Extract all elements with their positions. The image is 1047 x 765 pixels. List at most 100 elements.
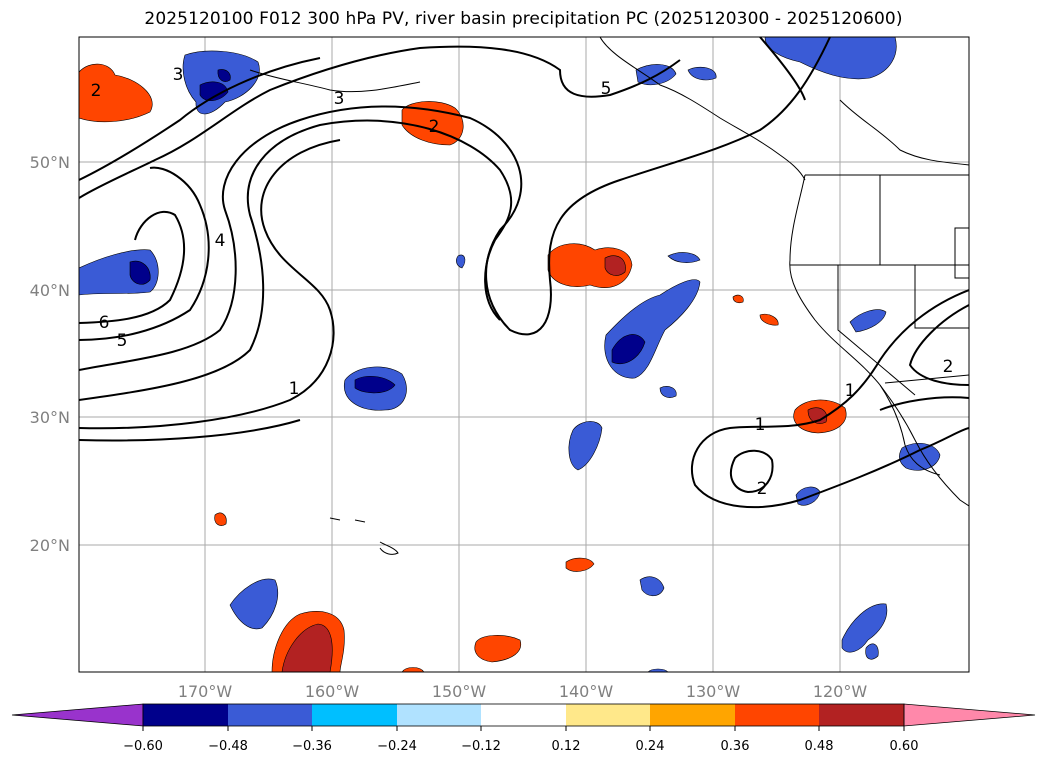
pv-contour-east-lower <box>879 396 969 411</box>
colorbar-segment <box>650 704 735 726</box>
pv-contour-4 <box>79 37 831 371</box>
contour-label: 6 <box>99 313 110 333</box>
precip-positive-core <box>281 623 333 672</box>
colorbar-frame <box>142 703 905 727</box>
precip-negative-core <box>129 260 151 285</box>
pv-contour-2-east <box>908 304 969 386</box>
colorbar-segment <box>143 704 228 726</box>
contour-label: 1 <box>845 381 856 401</box>
precip-positive-region <box>474 635 522 663</box>
pv-contours <box>79 37 969 509</box>
lon-label: 120°W <box>813 682 868 701</box>
pv-contour-1 <box>79 119 513 401</box>
lon-label: 160°W <box>305 682 360 701</box>
colorbar-tick-label: −0.12 <box>461 739 501 754</box>
precip-negative-region <box>659 386 677 398</box>
contour-labels: 2 3 3 5 2 4 6 5 1 1 2 1 2 <box>91 65 954 499</box>
state-border <box>914 265 969 329</box>
contour-label: 5 <box>117 331 128 351</box>
latitude-labels: 50°N 40°N 30°N 20°N <box>30 153 70 555</box>
colorbar-tick-label: 0.36 <box>721 739 750 754</box>
precip-negative-region <box>865 643 879 660</box>
contour-label: 3 <box>173 65 184 85</box>
pv-contour-1b <box>79 139 341 430</box>
precip-negative-region <box>899 442 941 471</box>
colorbar-extend-right <box>903 703 1036 727</box>
colorbar-segment <box>566 704 650 726</box>
lon-label: 170°W <box>178 682 233 701</box>
longitude-labels: 170°W 160°W 150°W 140°W 130°W 120°W <box>178 682 868 701</box>
colorbar-tick-label: 0.60 <box>890 739 919 754</box>
hawaii-islands <box>329 517 399 555</box>
pv-contour-2 <box>79 57 321 181</box>
precip-positive-region <box>214 512 227 526</box>
colorbar-ticks <box>142 726 905 731</box>
precip-negative-core <box>611 334 646 364</box>
colorbar-tick-label: 0.24 <box>636 739 665 754</box>
pv-contour-5 <box>79 166 210 341</box>
precip-positive-region <box>547 243 633 288</box>
lon-label: 140°W <box>559 682 614 701</box>
precip-fills <box>79 37 941 672</box>
state-border <box>954 227 969 279</box>
pv-contour-1-east <box>690 289 969 509</box>
precip-negative-core <box>217 69 231 82</box>
precip-negative-region <box>687 66 717 81</box>
precip-negative-region <box>841 603 888 653</box>
precip-negative-core <box>354 376 396 394</box>
coastlines <box>249 37 969 555</box>
colorbar-segment <box>819 704 904 726</box>
colorbar-tick-label: 0.48 <box>805 739 834 754</box>
precip-positive-region <box>565 557 595 572</box>
lon-label: 150°W <box>432 682 487 701</box>
contour-label: 4 <box>215 231 226 251</box>
precip-negative-core <box>199 81 229 101</box>
colorbar-tick-label: −0.60 <box>123 739 163 754</box>
pv-contour-1c <box>79 419 301 442</box>
lat-label: 40°N <box>30 281 70 300</box>
colorbar-tick-labels: −0.60 −0.48 −0.36 −0.24 −0.12 0.12 0.24 … <box>123 739 918 754</box>
precip-negative-region <box>667 252 701 263</box>
precip-negative-region <box>764 37 897 80</box>
contour-label: 2 <box>91 81 102 101</box>
colorbar-extend-left <box>11 703 144 727</box>
map-frame <box>78 36 970 673</box>
pv-contour-6 <box>79 210 186 324</box>
pv-contour-north <box>759 37 806 101</box>
contour-label: 2 <box>943 357 954 377</box>
precip-positive-core <box>604 255 626 276</box>
map-title: 2025120100 F012 300 hPa PV, river basin … <box>144 9 903 29</box>
canada-border <box>839 99 969 166</box>
precip-positive-region <box>759 313 779 326</box>
baja-coastline <box>879 384 941 476</box>
precip-positive-region <box>732 294 744 304</box>
lat-label: 30°N <box>30 408 70 427</box>
precip-negative-region <box>568 421 603 471</box>
colorbar-tick-label: −0.48 <box>208 739 248 754</box>
colorbar-segment <box>312 704 397 726</box>
contour-label: 2 <box>757 479 768 499</box>
contour-label: 3 <box>334 89 345 109</box>
colorbar-segment <box>228 704 312 726</box>
colorbar-tick-label: 0.12 <box>552 739 581 754</box>
colorbar-segment <box>735 704 819 726</box>
precip-negative-region <box>849 309 887 333</box>
alaska-bc-coastline <box>599 37 806 181</box>
pv-contour-3 <box>79 45 681 199</box>
contour-label: 5 <box>601 79 612 99</box>
pv-contour-2-closed <box>729 449 774 494</box>
precip-positive-region <box>79 63 153 123</box>
lon-label: 130°W <box>686 682 741 701</box>
colorbar: −0.60 −0.48 −0.36 −0.24 −0.12 0.12 0.24 … <box>11 703 1036 754</box>
colorbar-segment <box>397 704 481 726</box>
contour-label: 2 <box>429 117 440 137</box>
precip-negative-region <box>182 50 260 115</box>
precip-negative-region <box>456 254 466 269</box>
colorbar-segment <box>481 704 566 726</box>
precip-negative-region <box>229 578 279 630</box>
west-coast-coastline <box>789 174 969 507</box>
colorbar-tick-label: −0.24 <box>377 739 417 754</box>
lat-label: 50°N <box>30 153 70 172</box>
state-border <box>837 265 916 396</box>
precip-negative-region <box>639 576 665 597</box>
